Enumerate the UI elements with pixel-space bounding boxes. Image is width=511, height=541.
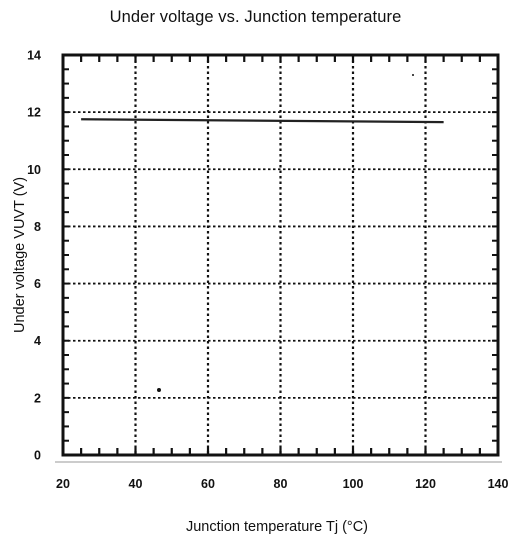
grid-lines	[63, 55, 498, 455]
series-lines	[81, 74, 444, 392]
x-tick-label: 40	[129, 477, 143, 491]
y-tick-label: 6	[34, 277, 41, 291]
x-axis-label: Junction temperature Tj (°C)	[186, 519, 368, 535]
y-tick-label: 4	[34, 334, 41, 348]
y-tick-label: 12	[27, 106, 41, 120]
scan-speck	[412, 74, 414, 76]
tick-labels: 20 40 60 80 100 120 140 0 2 4 6 8 10 12 14	[27, 49, 508, 492]
y-tick-label: 10	[27, 163, 41, 177]
tick-marks	[55, 55, 502, 463]
x-tick-label: 20	[56, 477, 70, 491]
x-tick-label: 140	[488, 477, 509, 491]
y-tick-label: 8	[34, 220, 41, 234]
y-axis-label: Under voltage VUVT (V)	[12, 177, 28, 333]
y-tick-label: 14	[27, 49, 41, 63]
chart-title: Under voltage vs. Junction temperature	[109, 8, 402, 26]
series-line	[81, 118, 444, 124]
scan-speck	[157, 388, 161, 392]
x-tick-label: 80	[274, 477, 288, 491]
y-tick-label: 0	[34, 449, 41, 463]
x-tick-label: 100	[343, 477, 364, 491]
x-tick-label: 60	[201, 477, 215, 491]
y-tick-label: 2	[34, 391, 41, 405]
x-tick-label: 120	[415, 477, 436, 491]
